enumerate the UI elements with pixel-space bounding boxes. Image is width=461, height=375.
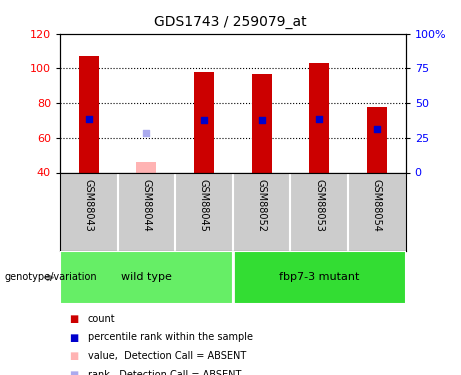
Point: [142, 130, 150, 136]
Point: [85, 116, 92, 122]
Text: GSM88044: GSM88044: [142, 179, 151, 231]
Bar: [136, 162, 156, 172]
Text: rank,  Detection Call = ABSENT: rank, Detection Call = ABSENT: [88, 370, 241, 375]
Text: GSM88045: GSM88045: [199, 179, 209, 232]
Point: [315, 116, 323, 122]
Text: ■: ■: [69, 333, 78, 342]
Text: percentile rank within the sample: percentile rank within the sample: [88, 333, 253, 342]
Bar: [233, 251, 406, 304]
Point: [373, 126, 381, 132]
Text: ■: ■: [69, 370, 78, 375]
Bar: [194, 72, 214, 172]
Text: ■: ■: [69, 314, 78, 324]
Text: GDS1743 / 259079_at: GDS1743 / 259079_at: [154, 15, 307, 29]
Text: count: count: [88, 314, 115, 324]
Text: GSM88043: GSM88043: [84, 179, 94, 231]
Bar: [79, 56, 99, 172]
Text: GSM88054: GSM88054: [372, 179, 382, 232]
Bar: [367, 106, 387, 172]
Bar: [309, 63, 329, 173]
Text: value,  Detection Call = ABSENT: value, Detection Call = ABSENT: [88, 351, 246, 361]
Text: genotype/variation: genotype/variation: [5, 273, 97, 282]
Bar: [60, 251, 233, 304]
Point: [258, 117, 266, 123]
Point: [200, 117, 207, 123]
Text: wild type: wild type: [121, 273, 172, 282]
Text: GSM88052: GSM88052: [257, 179, 266, 232]
Bar: [252, 74, 272, 172]
Text: GSM88053: GSM88053: [314, 179, 324, 232]
Text: fbp7-3 mutant: fbp7-3 mutant: [279, 273, 360, 282]
Text: ■: ■: [69, 351, 78, 361]
